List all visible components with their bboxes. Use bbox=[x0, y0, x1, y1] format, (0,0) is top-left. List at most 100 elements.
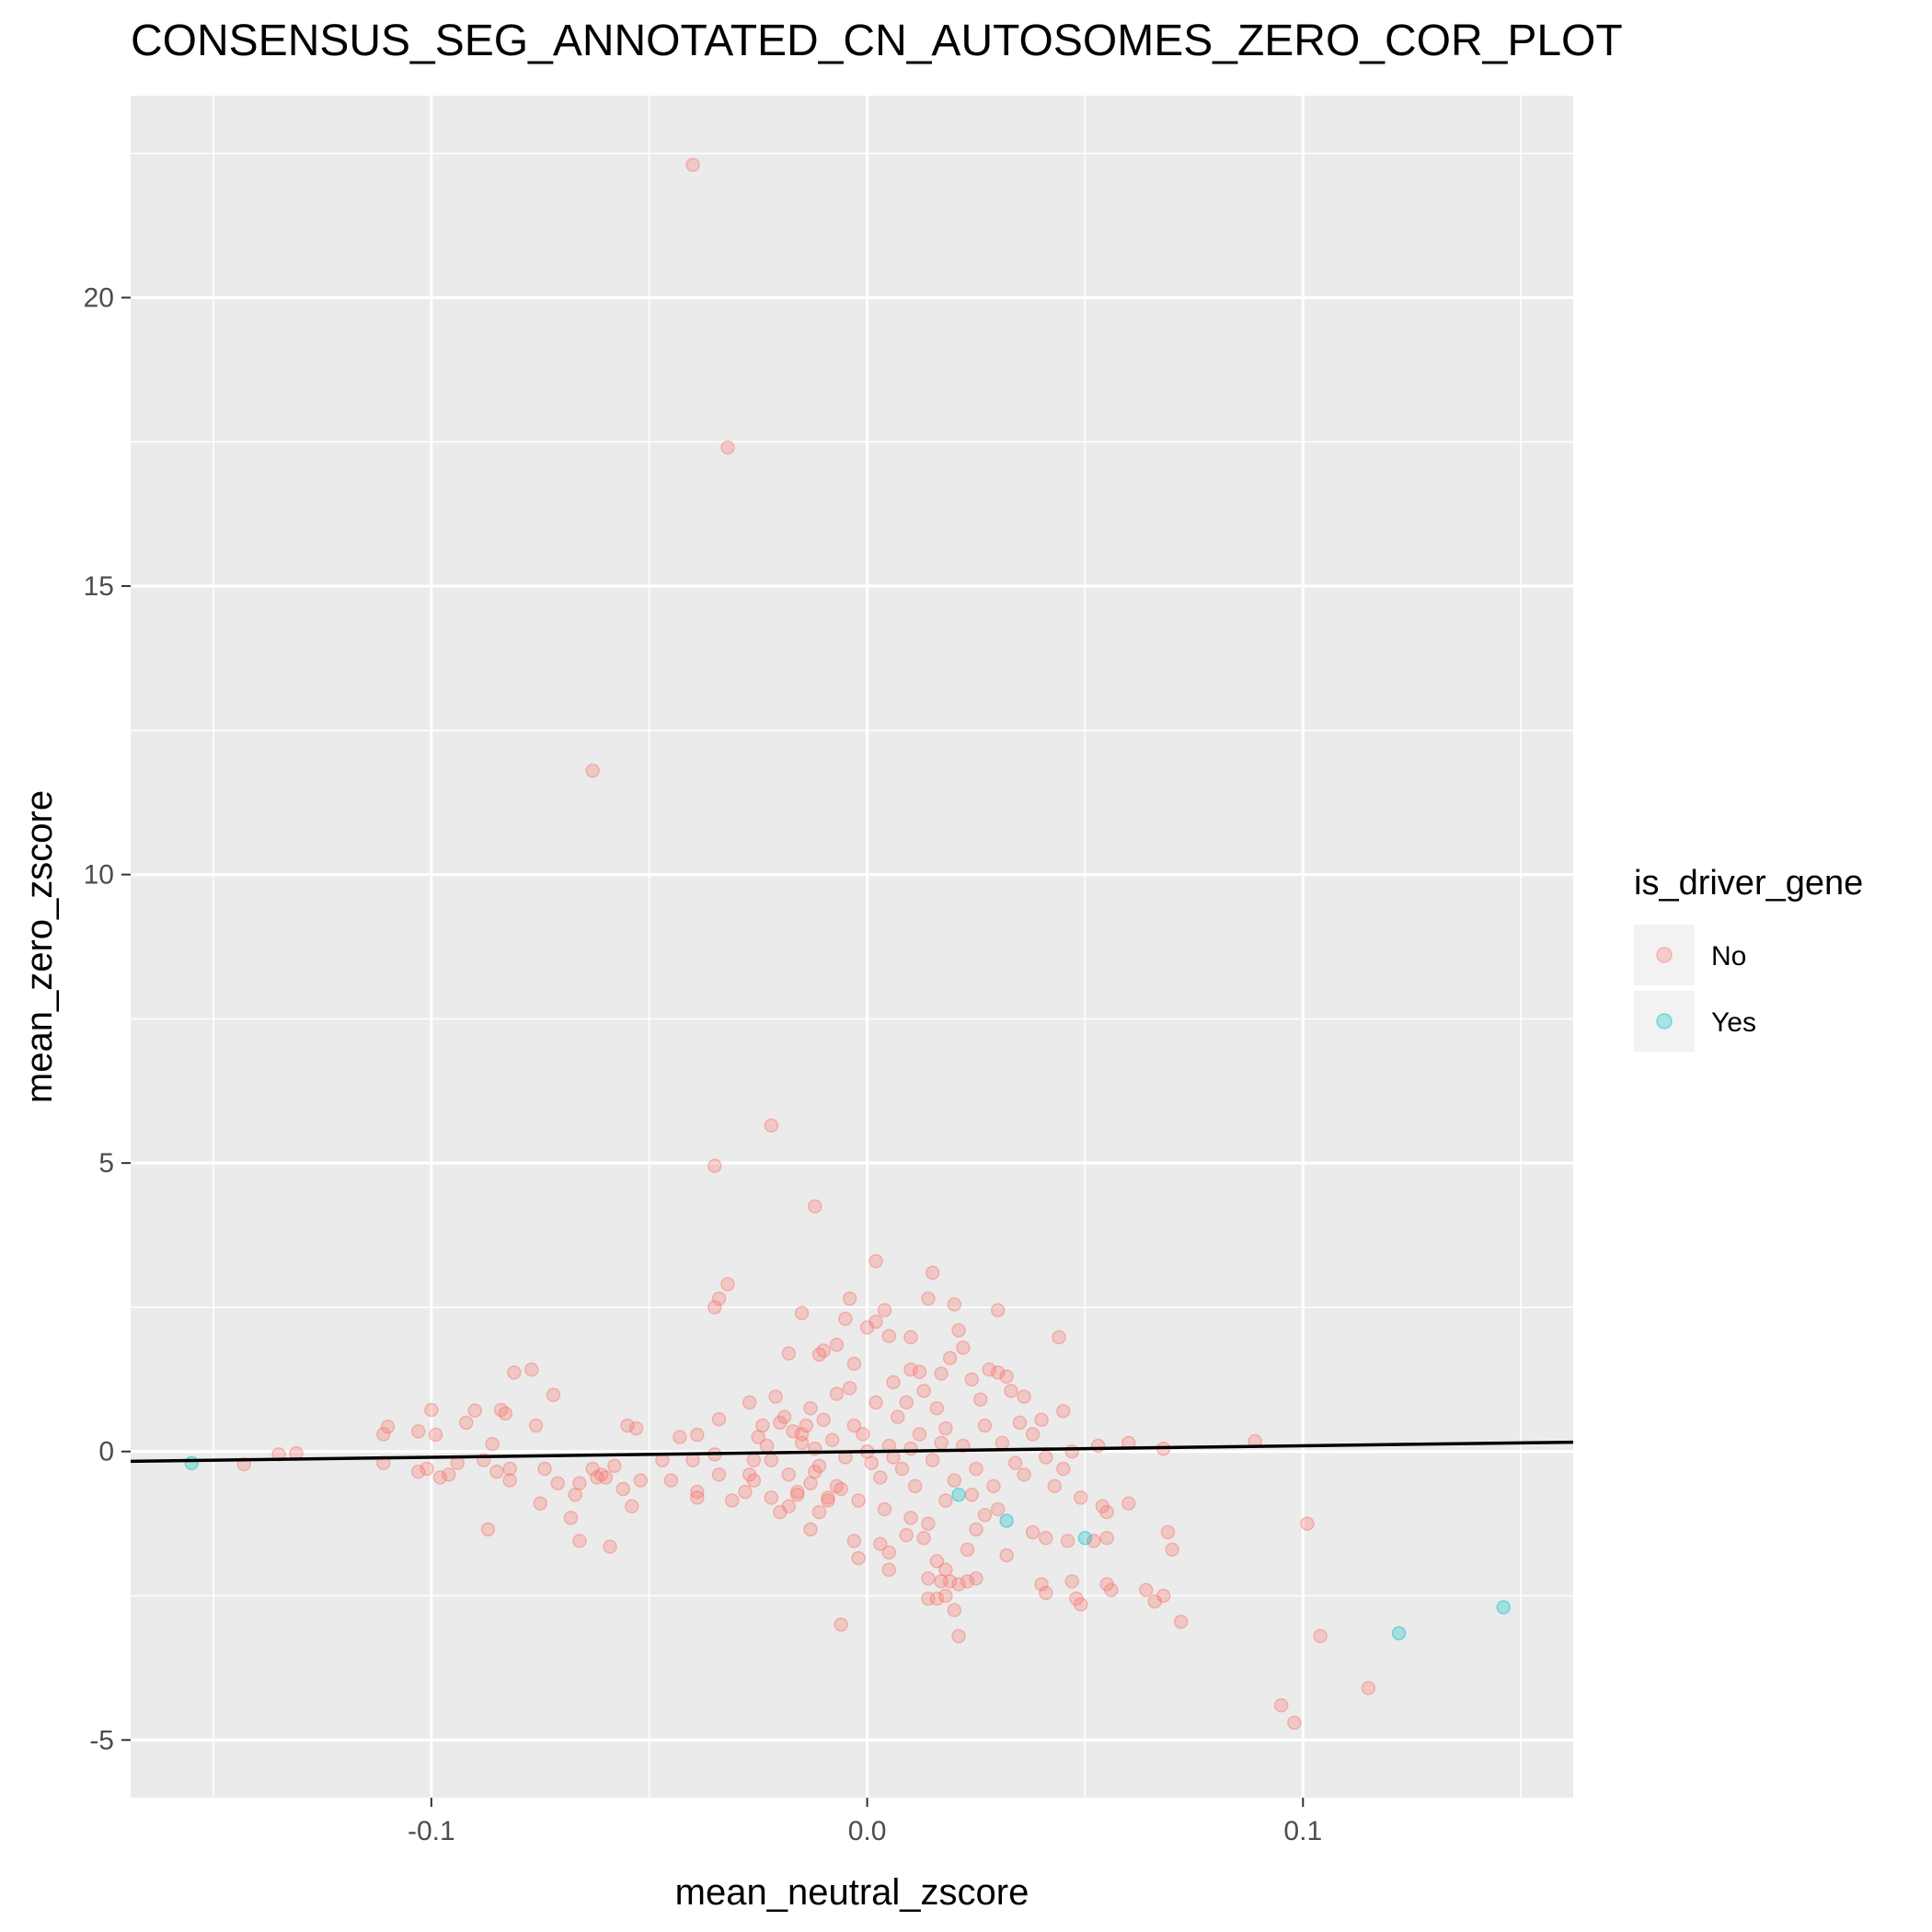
data-point-no bbox=[533, 1496, 548, 1511]
y-tick-label: 20 bbox=[84, 282, 114, 313]
data-point-no bbox=[947, 1473, 962, 1488]
data-point-no bbox=[816, 1412, 831, 1427]
data-point-no bbox=[1012, 1415, 1028, 1431]
x-tick-label: -0.1 bbox=[408, 1816, 455, 1846]
data-point-no bbox=[790, 1488, 805, 1502]
data-point-no bbox=[537, 1461, 552, 1477]
data-point-no bbox=[459, 1415, 474, 1431]
data-point-no bbox=[1060, 1534, 1075, 1548]
data-point-no bbox=[1064, 1574, 1079, 1589]
data-point-no bbox=[742, 1395, 757, 1410]
data-point-no bbox=[881, 1328, 897, 1344]
data-point-no bbox=[773, 1504, 788, 1520]
data-point-no bbox=[590, 1470, 604, 1485]
data-point-no bbox=[550, 1476, 565, 1490]
data-point-no bbox=[972, 1392, 988, 1408]
data-point-no bbox=[1313, 1628, 1328, 1644]
data-point-no bbox=[842, 1380, 857, 1396]
data-point-no bbox=[803, 1400, 818, 1416]
data-point-no bbox=[982, 1362, 996, 1377]
data-point-no bbox=[1099, 1531, 1114, 1546]
data-point-no bbox=[960, 1542, 975, 1558]
data-point-no bbox=[628, 1420, 644, 1436]
trend-line bbox=[130, 1440, 1574, 1464]
data-point-no bbox=[773, 1415, 788, 1431]
axes: -0.1 0.0 0.1 -5 0 5 10 15 20 bbox=[84, 282, 1323, 1846]
y-tick-label: 5 bbox=[98, 1148, 114, 1179]
data-point-no bbox=[990, 1303, 1006, 1317]
data-point-no bbox=[1047, 1478, 1063, 1494]
data-point-no bbox=[380, 1420, 396, 1434]
data-point-no bbox=[942, 1351, 958, 1365]
data-point-no bbox=[969, 1522, 983, 1537]
data-point-no bbox=[1039, 1531, 1053, 1546]
data-point-no bbox=[432, 1470, 448, 1485]
data-point-no bbox=[502, 1473, 517, 1488]
data-point-no bbox=[1165, 1542, 1179, 1558]
data-point-no bbox=[620, 1418, 635, 1433]
data-point-no bbox=[903, 1362, 918, 1377]
data-point-no bbox=[1160, 1524, 1176, 1540]
plot-panel bbox=[131, 96, 1573, 1798]
data-point-no bbox=[1034, 1577, 1049, 1592]
data-point-no bbox=[572, 1476, 587, 1490]
data-point-no bbox=[755, 1418, 770, 1433]
data-point-no bbox=[947, 1603, 962, 1617]
data-point-no bbox=[794, 1427, 810, 1442]
data-point-no bbox=[846, 1418, 862, 1433]
data-point-no bbox=[1361, 1681, 1376, 1696]
data-point-no bbox=[711, 1291, 727, 1306]
data-point-no bbox=[1039, 1585, 1053, 1601]
data-point-no bbox=[524, 1362, 539, 1377]
data-point-no bbox=[811, 1504, 827, 1520]
data-point-no bbox=[768, 1389, 783, 1404]
data-point-no bbox=[938, 1420, 953, 1436]
data-point-no bbox=[673, 1430, 687, 1444]
data-point-no bbox=[834, 1617, 848, 1632]
legend-key-bg bbox=[1634, 991, 1695, 1052]
data-point-no bbox=[811, 1347, 827, 1363]
data-point-no bbox=[442, 1467, 456, 1482]
data-point-no bbox=[764, 1453, 779, 1467]
data-point-no bbox=[999, 1369, 1014, 1384]
data-point-yes bbox=[1391, 1626, 1407, 1641]
data-point-no bbox=[821, 1490, 835, 1505]
data-point-no bbox=[990, 1365, 1006, 1380]
data-point-no bbox=[1064, 1443, 1079, 1459]
data-point-no bbox=[986, 1478, 1001, 1494]
y-axis-title: mean_zero_zscore bbox=[19, 790, 60, 1103]
y-tick-label: -5 bbox=[89, 1725, 114, 1755]
data-point-no bbox=[720, 440, 735, 455]
data-point-no bbox=[563, 1511, 579, 1525]
data-point-no bbox=[498, 1406, 513, 1421]
data-point-no bbox=[877, 1501, 892, 1517]
data-point-no bbox=[873, 1470, 888, 1485]
chart-title: CONSENSUS_SEG_ANNOTATED_CN_AUTOSOMES_ZER… bbox=[131, 17, 1623, 65]
data-point-no bbox=[829, 1478, 845, 1494]
data-point-no bbox=[528, 1418, 544, 1433]
data-point-no bbox=[724, 1493, 740, 1508]
data-point-no bbox=[969, 1461, 983, 1477]
data-point-no bbox=[903, 1511, 918, 1525]
data-point-no bbox=[881, 1562, 897, 1578]
data-point-yes bbox=[951, 1488, 966, 1502]
data-point-no bbox=[1173, 1614, 1189, 1629]
data-point-no bbox=[942, 1574, 958, 1589]
data-point-no bbox=[1056, 1404, 1071, 1419]
data-point-no bbox=[410, 1424, 426, 1439]
data-point-no bbox=[1156, 1588, 1171, 1604]
data-point-no bbox=[794, 1435, 810, 1451]
data-point-no bbox=[856, 1427, 870, 1442]
data-point-no bbox=[1073, 1597, 1088, 1612]
data-point-no bbox=[1025, 1427, 1041, 1442]
data-point-no bbox=[685, 1453, 700, 1467]
data-point-no bbox=[1034, 1412, 1049, 1427]
data-point-no bbox=[921, 1291, 936, 1306]
data-point-no bbox=[781, 1499, 797, 1514]
data-point-no bbox=[607, 1458, 622, 1474]
data-point-no bbox=[707, 1300, 722, 1315]
data-point-no bbox=[1073, 1490, 1088, 1505]
data-point-no bbox=[776, 1409, 792, 1424]
data-point-no bbox=[633, 1473, 648, 1488]
data-point-no bbox=[799, 1418, 814, 1433]
